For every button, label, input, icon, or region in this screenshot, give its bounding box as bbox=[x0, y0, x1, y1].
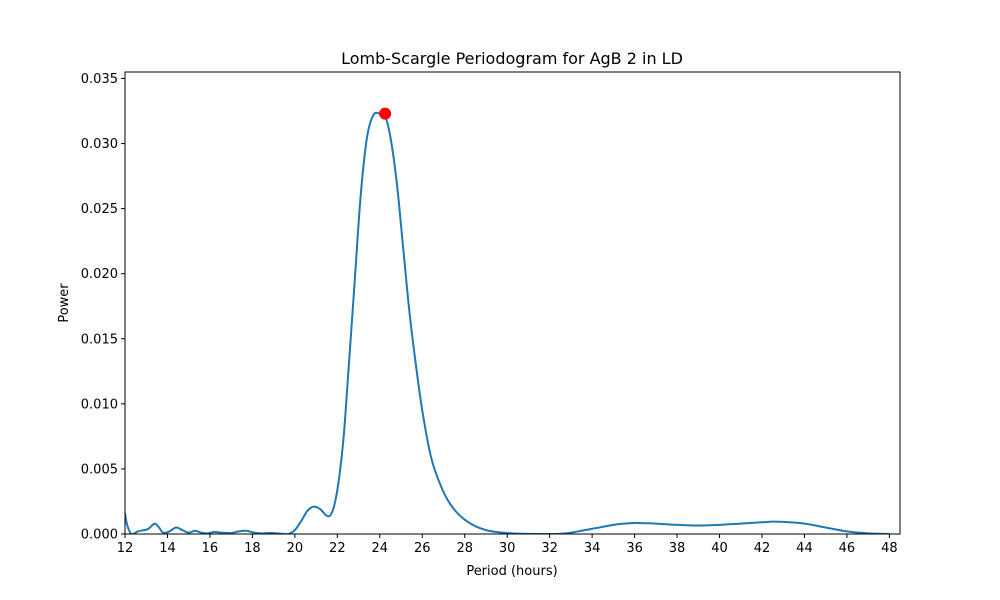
y-tick-label: 0.025 bbox=[81, 202, 118, 217]
x-tick-label: 32 bbox=[541, 541, 558, 556]
x-tick-label: 38 bbox=[669, 541, 686, 556]
x-tick-label: 48 bbox=[881, 541, 898, 556]
x-axis-ticks: 12 14 16 18 20 22 24 26 28 30 32 34 36 38 40 42 44 46 48 bbox=[117, 534, 898, 556]
peak-marker bbox=[379, 107, 392, 120]
y-tick-label: 0.010 bbox=[81, 397, 118, 412]
y-tick-label: 0.000 bbox=[81, 528, 118, 543]
x-tick-label: 40 bbox=[711, 541, 728, 556]
x-tick-label: 34 bbox=[584, 541, 601, 556]
x-tick-label: 26 bbox=[414, 541, 431, 556]
x-tick-label: 12 bbox=[117, 541, 134, 556]
x-tick-label: 22 bbox=[329, 541, 346, 556]
y-tick-label: 0.005 bbox=[81, 462, 118, 477]
x-tick-label: 36 bbox=[626, 541, 643, 556]
x-tick-label: 16 bbox=[202, 541, 219, 556]
plot-area bbox=[125, 72, 900, 534]
series-layer bbox=[125, 107, 890, 534]
x-tick-label: 44 bbox=[796, 541, 813, 556]
x-tick-label: 18 bbox=[244, 541, 261, 556]
y-tick-label: 0.030 bbox=[81, 137, 118, 152]
chart-title: Lomb-Scargle Periodogram for AgB 2 in LD bbox=[341, 49, 683, 68]
y-tick-label: 0.020 bbox=[81, 267, 118, 282]
x-tick-label: 30 bbox=[499, 541, 516, 556]
x-tick-label: 14 bbox=[159, 541, 176, 556]
x-axis-label: Period (hours) bbox=[466, 564, 557, 579]
plot-frame bbox=[124, 71, 901, 535]
y-axis-label: Power bbox=[57, 283, 72, 323]
x-tick-label: 42 bbox=[754, 541, 771, 556]
y-tick-label: 0.035 bbox=[81, 72, 118, 87]
y-axis-ticks: 0.000 0.005 0.010 0.015 0.020 0.025 0.030 0.035 bbox=[81, 72, 125, 543]
x-tick-label: 24 bbox=[372, 541, 389, 556]
x-tick-label: 46 bbox=[839, 541, 856, 556]
x-tick-label: 20 bbox=[287, 541, 304, 556]
y-tick-label: 0.015 bbox=[81, 332, 118, 347]
x-tick-label: 28 bbox=[456, 541, 473, 556]
